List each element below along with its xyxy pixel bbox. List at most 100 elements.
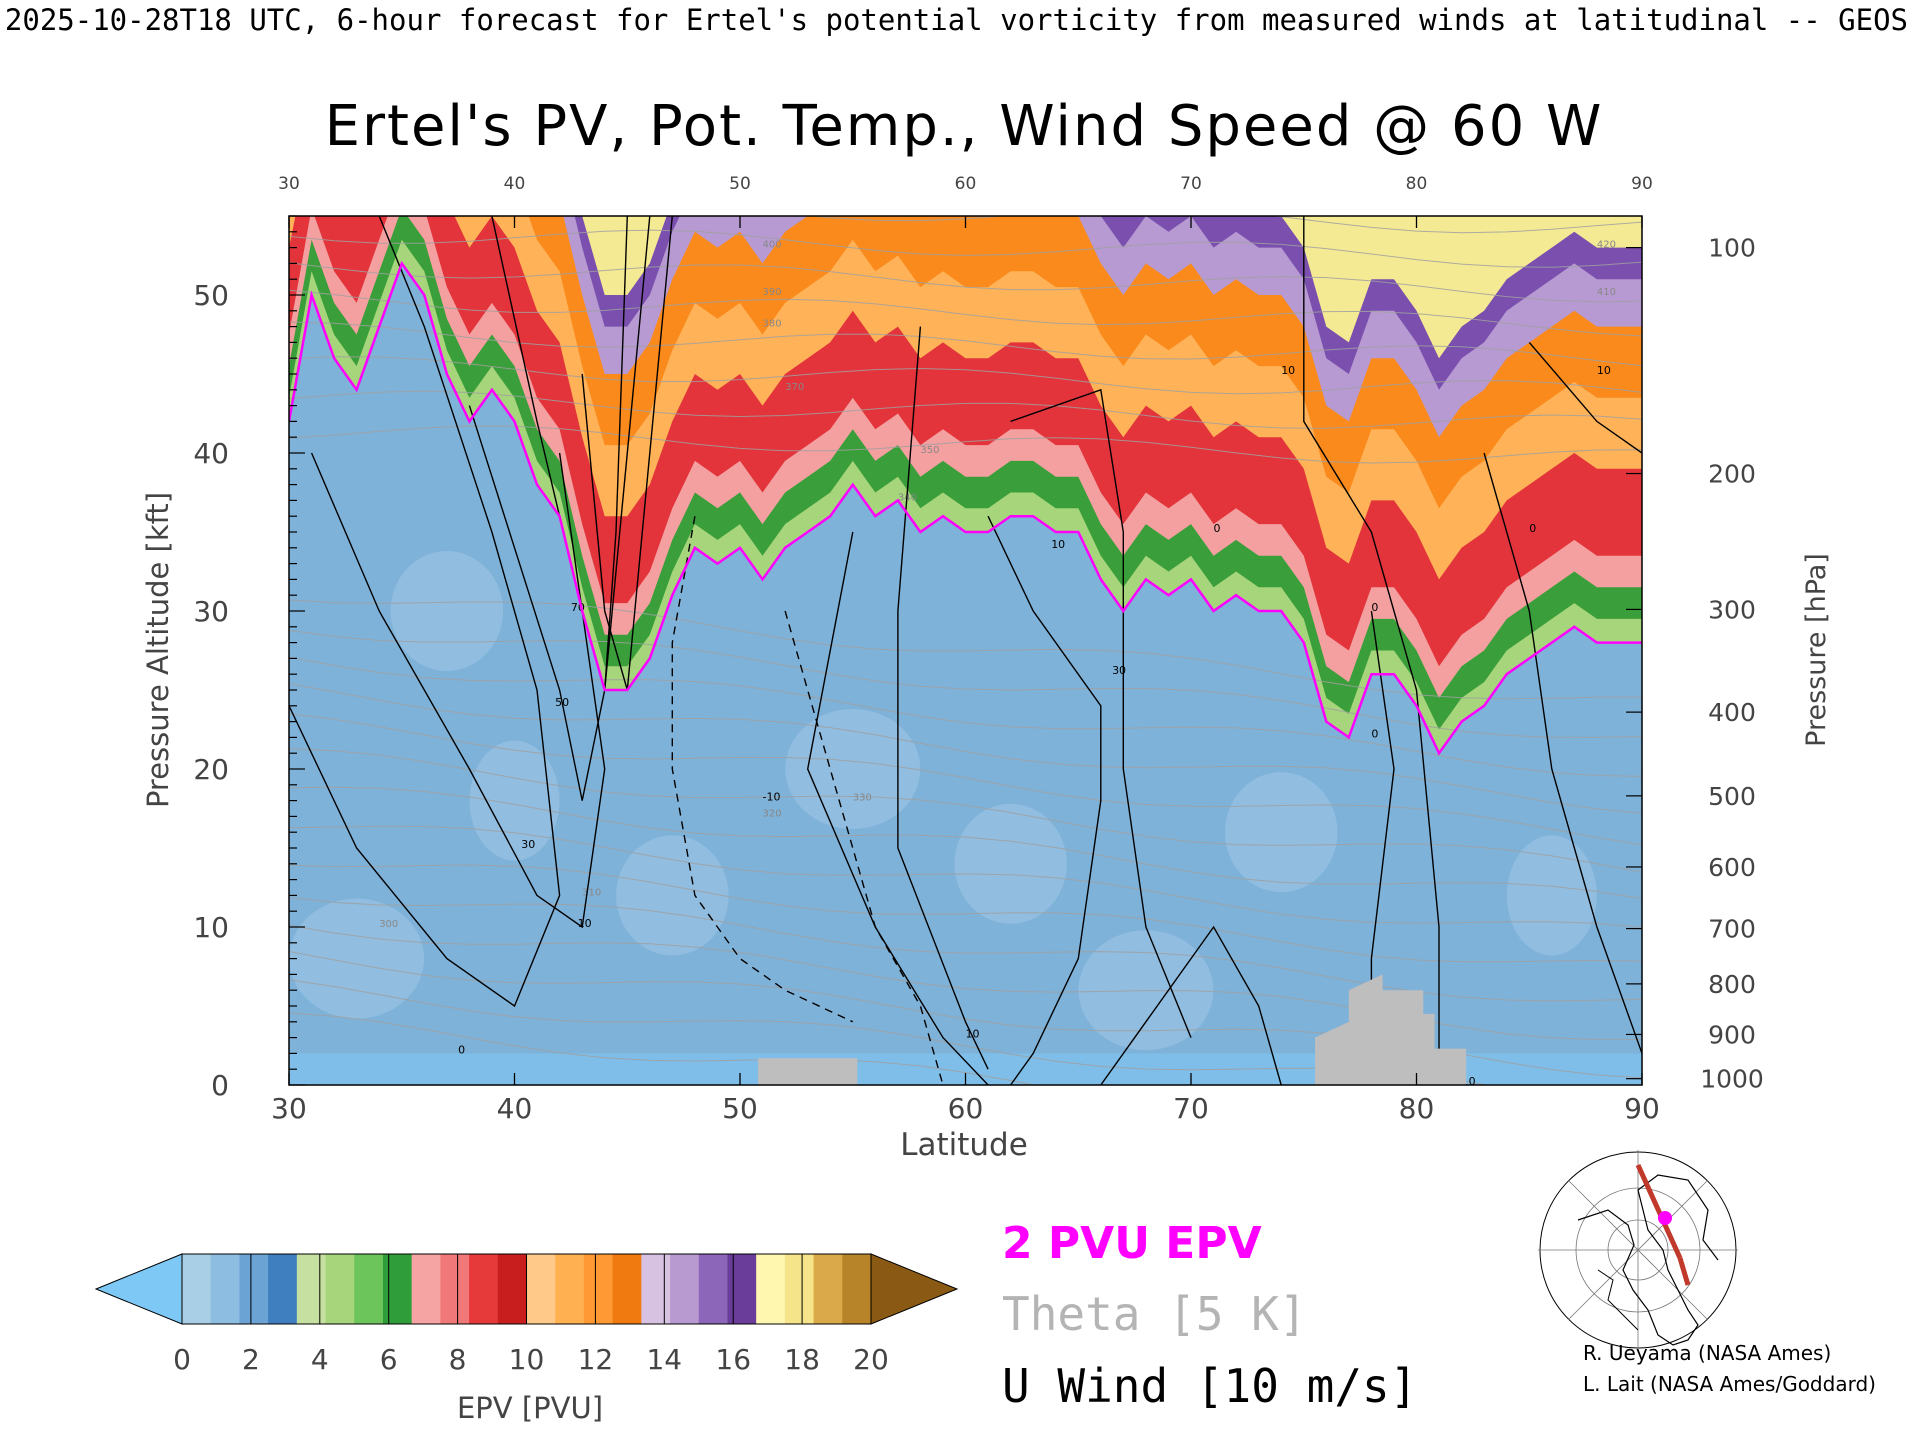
wind-contour-label: 50 <box>555 696 569 709</box>
colorbar-swatch <box>325 1254 355 1324</box>
colorbar-swatch <box>182 1254 212 1324</box>
colorbar-tick-label: 18 <box>784 1343 820 1376</box>
wind-contour-line <box>289 216 561 1008</box>
theta-contour-line <box>289 683 1642 814</box>
x-axis-bottom: 30 40 50 60 70 80 90 <box>271 1073 1660 1125</box>
colorbar-tick-label: 0 <box>173 1343 191 1376</box>
wind-contour-line <box>1528 341 1642 454</box>
troposphere-patch <box>954 803 1067 924</box>
colorbar-swatch <box>296 1254 327 1324</box>
x-tick-label: 70 <box>1173 1092 1209 1125</box>
theta-contour-line <box>289 229 1642 268</box>
x-axis-label: Latitude <box>900 1127 1028 1163</box>
pv-band-18pvu <box>582 216 1642 359</box>
x-top-tick-label: 80 <box>1406 174 1428 194</box>
colorbar: 0 2 4 6 8 10 12 14 16 18 20 <box>94 1253 959 1376</box>
colorbar-tick-label: 10 <box>509 1343 545 1376</box>
pressure-tick-label: 900 <box>1708 1020 1756 1049</box>
y-tick-label: 20 <box>193 753 229 786</box>
colorbar-tick-label: 6 <box>380 1343 398 1376</box>
troposphere-patch <box>390 551 504 671</box>
x-top-tick-label: 90 <box>1631 174 1653 194</box>
y-tick-label: 0 <box>211 1069 229 1102</box>
location-marker <box>1658 1211 1672 1225</box>
chart-title: Ertel's PV, Pot. Temp., Wind Speed @ 60 … <box>325 94 1604 159</box>
credit-line-2: L. Lait (NASA Ames/Goddard) <box>1583 1372 1876 1396</box>
credits: R. Ueyama (NASA Ames) L. Lait (NASA Ames… <box>1583 1338 1876 1400</box>
theta-contour-line <box>289 825 1642 928</box>
theta-contour-line <box>289 1012 1038 1085</box>
terrain-block <box>1315 974 1467 1085</box>
x-tick-label: 30 <box>271 1092 307 1125</box>
wind-contour-line <box>987 515 1102 1085</box>
colorbar-under-arrow <box>94 1253 183 1325</box>
theta-contour-line <box>289 57 1642 98</box>
theta-contour-line <box>289 289 1642 337</box>
wind-contour-label: 30 <box>521 838 535 851</box>
theta-contour-line <box>289 864 1642 963</box>
colorbar-swatch <box>354 1254 384 1324</box>
header-valid-line: Valid 2025-10-28T18 UTC, 6-hour forecast… <box>0 3 1908 37</box>
colorbar-swatch <box>555 1254 585 1324</box>
colorbar-swatch <box>756 1254 786 1324</box>
colorbar-swatch <box>268 1254 298 1324</box>
theta-contour-line <box>289 713 1642 846</box>
theta-contour-label: 310 <box>582 887 601 898</box>
theta-contour-label: 380 <box>763 319 782 330</box>
legend-theta: Theta [5 K] <box>1002 1287 1307 1341</box>
colorbar-swatch <box>813 1254 843 1324</box>
troposphere-patch <box>1224 772 1338 893</box>
theta-contour-line <box>289 390 1642 429</box>
wind-contour-label: 10 <box>1051 538 1065 551</box>
pressure-tick-label: 200 <box>1708 460 1756 489</box>
colorbar-swatch <box>497 1254 527 1324</box>
colorbar-swatch <box>440 1254 470 1324</box>
theta-contour-line <box>289 656 1642 777</box>
x-top-tick-label: 70 <box>1180 174 1202 194</box>
credit-line-1: R. Ueyama (NASA Ames) <box>1583 1341 1832 1365</box>
colorbar-swatch <box>842 1254 872 1324</box>
colorbar-tick-label: 2 <box>242 1343 260 1376</box>
theta-contour-label: 330 <box>853 793 872 804</box>
locator-map <box>1538 1150 1738 1350</box>
pressure-tick-label: 1000 <box>1700 1065 1764 1094</box>
wind-contour-label: 10 <box>1281 364 1295 377</box>
wind-contour-line <box>310 216 606 929</box>
wind-contour-label: 10 <box>966 1028 980 1041</box>
wind-contour-label: 0 <box>1371 727 1378 740</box>
x-tick-label: 60 <box>948 1092 984 1125</box>
wind-contour-line <box>468 216 651 801</box>
colorbar-swatch <box>583 1254 614 1324</box>
wind-contour-line <box>1303 216 1440 1085</box>
x-top-tick-label: 40 <box>504 174 526 194</box>
x-top-tick-label: 30 <box>278 174 300 194</box>
x-tick-label: 40 <box>497 1092 533 1125</box>
theta-contour-label: 350 <box>920 445 939 456</box>
wind-contour-line <box>1100 925 1282 1085</box>
theta-contour-label: 390 <box>763 287 782 298</box>
y-axis-right: 100 200 300 400 500 600 700 800 900 1000 <box>1626 234 1764 1094</box>
troposphere-patch <box>616 835 729 956</box>
theta-contour-label: 320 <box>763 808 782 819</box>
terrain-block <box>758 1058 858 1085</box>
theta-contour-line <box>289 786 1642 900</box>
colorbar-label: EPV [PVU] <box>457 1391 603 1425</box>
colorbar-swatch <box>727 1254 757 1324</box>
wind-contour-line <box>1483 452 1642 1054</box>
y-tick-label: 50 <box>193 279 229 312</box>
pressure-tick-label: 800 <box>1708 970 1756 999</box>
colorbar-tick-label: 8 <box>449 1343 467 1376</box>
troposphere-patch <box>1506 835 1597 956</box>
legend-2pvu: 2 PVU EPV <box>1002 1218 1262 1269</box>
legend-u-wind: U Wind [10 m/s] <box>1002 1359 1417 1413</box>
colorbar-swatch <box>469 1254 499 1324</box>
colorbar-tick-label: 14 <box>646 1343 682 1376</box>
cross-section-line <box>1635 1163 1683 1260</box>
y-tick-label: 40 <box>193 437 229 470</box>
y-axis-right-label: Pressure [hPa] <box>1801 553 1832 747</box>
pressure-tick-label: 700 <box>1708 915 1756 944</box>
wind-contour-line <box>1010 388 1192 1038</box>
x-tick-label: 90 <box>1624 1092 1660 1125</box>
